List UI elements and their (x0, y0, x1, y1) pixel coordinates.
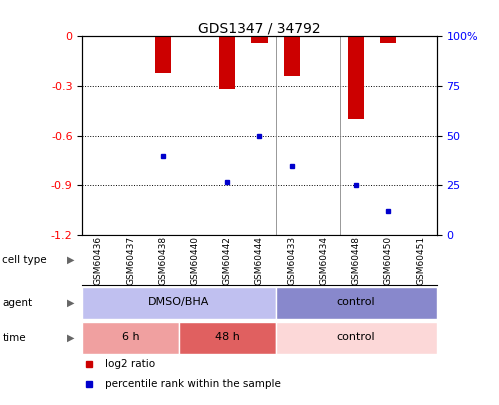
Text: GSM60434: GSM60434 (319, 236, 328, 285)
Text: agent: agent (2, 298, 32, 308)
Bar (82, 322, 179, 354)
Text: log2 ratio: log2 ratio (105, 359, 156, 369)
Text: percentile rank within the sample: percentile rank within the sample (105, 379, 281, 389)
Text: GSM60440: GSM60440 (191, 236, 200, 285)
Bar (348, 36, 364, 119)
Text: GSM60442: GSM60442 (223, 236, 232, 285)
Text: ▶: ▶ (67, 298, 75, 308)
Text: GSM60448: GSM60448 (352, 236, 361, 285)
Text: GSM60451: GSM60451 (416, 236, 425, 285)
Text: ▶: ▶ (67, 255, 75, 265)
Text: DMSO/BHA: DMSO/BHA (148, 297, 210, 307)
Text: GSM60438: GSM60438 (158, 236, 167, 285)
Bar (380, 36, 396, 43)
Text: 48 h: 48 h (215, 333, 240, 342)
Text: cell type: cell type (2, 255, 47, 265)
Bar (275, 287, 437, 319)
Text: 6 h: 6 h (122, 333, 139, 342)
Bar (275, 322, 437, 354)
Text: GSM60444: GSM60444 (255, 236, 264, 285)
Bar (251, 36, 267, 43)
Bar (179, 322, 275, 354)
Bar (219, 36, 236, 90)
Text: GSM60436: GSM60436 (94, 236, 103, 285)
Text: GSM60450: GSM60450 (384, 236, 393, 285)
Title: GDS1347 / 34792: GDS1347 / 34792 (198, 21, 321, 35)
Text: GSM60437: GSM60437 (126, 236, 135, 285)
Bar (283, 36, 300, 76)
Text: time: time (2, 333, 26, 343)
Bar (82, 287, 275, 319)
Text: control: control (337, 297, 375, 307)
Bar (155, 36, 171, 73)
Text: GSM60433: GSM60433 (287, 236, 296, 285)
Text: control: control (337, 333, 375, 342)
Text: ▶: ▶ (67, 333, 75, 343)
